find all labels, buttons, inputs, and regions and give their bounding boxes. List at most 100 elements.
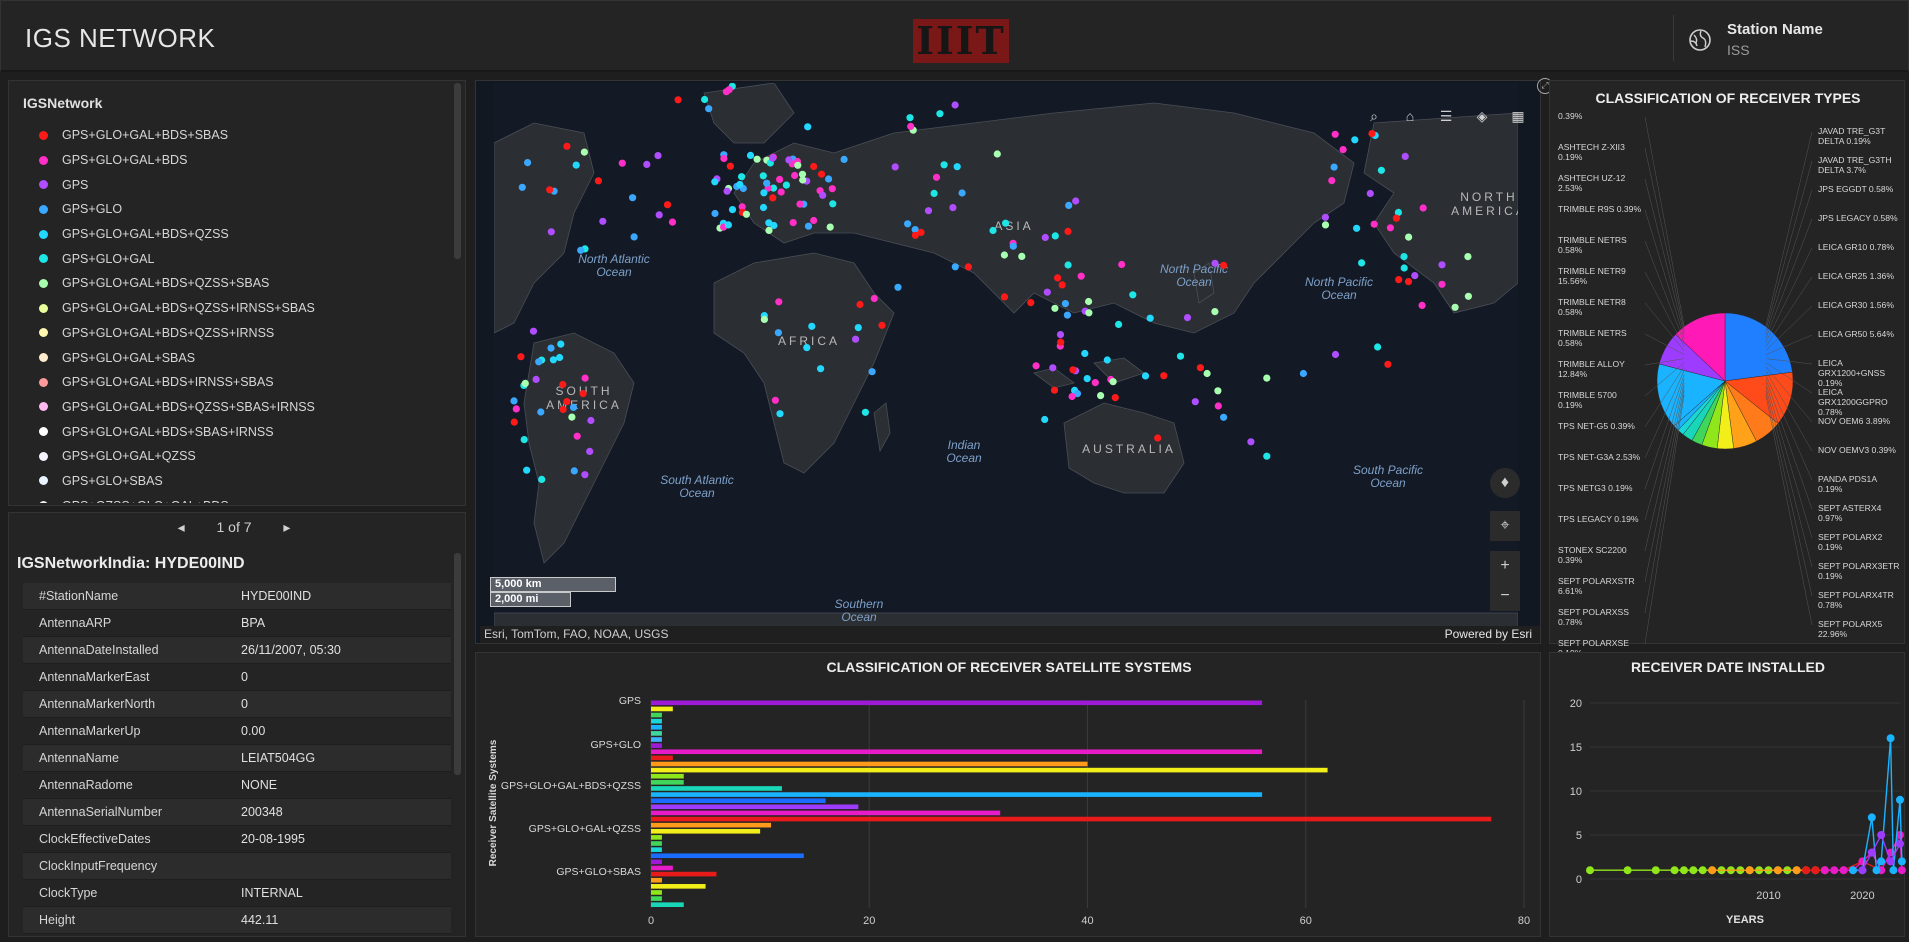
- bar[interactable]: [651, 804, 859, 810]
- station-marker[interactable]: [1384, 360, 1392, 368]
- station-marker[interactable]: [776, 175, 784, 183]
- data-point[interactable]: [1708, 866, 1717, 875]
- station-marker[interactable]: [763, 179, 771, 187]
- world-map[interactable]: North Atlantic Ocean North Pacific Ocean N…: [494, 83, 1518, 628]
- bar[interactable]: [651, 810, 1001, 816]
- station-marker[interactable]: [579, 390, 587, 398]
- legend-item[interactable]: GPS+GLO+GAL+BDS+QZSS: [39, 222, 439, 247]
- data-point[interactable]: [1811, 866, 1820, 875]
- station-marker[interactable]: [1401, 152, 1409, 160]
- station-marker[interactable]: [808, 322, 816, 330]
- station-marker[interactable]: [804, 123, 812, 131]
- station-marker[interactable]: [1339, 146, 1347, 154]
- station-marker[interactable]: [1027, 299, 1035, 307]
- data-point[interactable]: [1867, 813, 1876, 822]
- data-point[interactable]: [1802, 866, 1811, 875]
- station-marker[interactable]: [1464, 292, 1472, 300]
- station-marker[interactable]: [1214, 387, 1222, 395]
- legend-item[interactable]: GPS+GLO+GAL+BDS+SBAS+IRNSS: [39, 419, 439, 444]
- station-marker[interactable]: [799, 176, 807, 184]
- station-marker[interactable]: [1043, 288, 1051, 296]
- station-marker[interactable]: [546, 186, 554, 194]
- legend-item[interactable]: GPS+GLO+GAL: [39, 246, 439, 271]
- station-marker[interactable]: [1069, 366, 1077, 374]
- station-marker[interactable]: [1211, 259, 1219, 267]
- station-marker[interactable]: [705, 105, 713, 113]
- bar[interactable]: [651, 816, 1492, 822]
- station-marker[interactable]: [1129, 291, 1137, 299]
- station-marker[interactable]: [517, 353, 525, 361]
- station-marker[interactable]: [520, 436, 528, 444]
- station-marker[interactable]: [1072, 197, 1080, 205]
- station-marker[interactable]: [911, 226, 919, 234]
- station-marker[interactable]: [1366, 189, 1374, 198]
- bar[interactable]: [651, 847, 662, 852]
- station-marker[interactable]: [917, 228, 925, 236]
- station-marker[interactable]: [1368, 130, 1376, 138]
- station-marker[interactable]: [791, 171, 799, 180]
- station-marker[interactable]: [521, 379, 529, 387]
- station-marker[interactable]: [1091, 379, 1099, 387]
- station-marker[interactable]: [1299, 369, 1307, 378]
- data-point[interactable]: [1867, 848, 1876, 857]
- station-marker[interactable]: [618, 159, 626, 167]
- station-marker[interactable]: [1063, 311, 1071, 319]
- station-marker[interactable]: [1263, 452, 1271, 460]
- station-marker[interactable]: [1051, 304, 1059, 312]
- station-marker[interactable]: [1041, 233, 1049, 242]
- station-marker[interactable]: [1000, 251, 1008, 259]
- station-marker[interactable]: [742, 210, 750, 218]
- legend-item[interactable]: GPS+GLO+GAL+BDS+QZSS+IRNSS+SBAS: [39, 296, 439, 321]
- bar[interactable]: [651, 884, 706, 889]
- station-marker[interactable]: [1097, 392, 1105, 400]
- station-marker[interactable]: [1111, 394, 1119, 402]
- station-marker[interactable]: [720, 154, 728, 163]
- station-marker[interactable]: [1214, 402, 1222, 410]
- station-marker[interactable]: [796, 200, 804, 208]
- station-marker[interactable]: [1058, 281, 1066, 289]
- station-marker[interactable]: [868, 368, 876, 376]
- station-marker[interactable]: [1328, 177, 1336, 185]
- station-marker[interactable]: [1351, 136, 1359, 144]
- station-marker[interactable]: [724, 221, 732, 229]
- bar[interactable]: [651, 828, 761, 834]
- station-marker[interactable]: [949, 204, 957, 212]
- station-marker[interactable]: [1115, 320, 1123, 328]
- station-marker[interactable]: [587, 416, 595, 425]
- bar[interactable]: [651, 792, 1263, 797]
- station-marker[interactable]: [785, 156, 793, 164]
- station-marker[interactable]: [870, 294, 878, 303]
- station-marker[interactable]: [840, 155, 848, 163]
- station-marker[interactable]: [569, 403, 578, 411]
- station-marker[interactable]: [1049, 364, 1057, 372]
- map-view[interactable]: North Atlantic Ocean North Pacific Ocean N…: [475, 80, 1541, 644]
- legend-item[interactable]: GPS+GLO+GAL+BDS+IRNSS+SBAS: [39, 370, 439, 395]
- station-marker[interactable]: [798, 170, 807, 178]
- bar-chart[interactable]: 0 20 40 60 80 GPS GPS+GLO GPS+GLO+GAL+BDS+QZSS G…: [476, 653, 1542, 938]
- station-marker[interactable]: [1370, 220, 1378, 228]
- station-marker[interactable]: [524, 159, 532, 167]
- legend-scrollbar[interactable]: [454, 83, 461, 259]
- station-marker[interactable]: [989, 226, 997, 235]
- station-marker[interactable]: [1081, 349, 1089, 358]
- bar[interactable]: [651, 890, 662, 895]
- station-marker[interactable]: [570, 467, 578, 475]
- station-marker[interactable]: [1392, 214, 1400, 222]
- station-marker[interactable]: [1394, 208, 1402, 216]
- station-marker[interactable]: [549, 356, 557, 364]
- bar[interactable]: [651, 749, 1263, 755]
- data-point[interactable]: [1820, 866, 1829, 875]
- bar[interactable]: [651, 755, 673, 761]
- station-marker[interactable]: [769, 154, 777, 162]
- data-point[interactable]: [1745, 866, 1754, 875]
- station-marker[interactable]: [599, 217, 607, 225]
- station-marker[interactable]: [1002, 219, 1010, 227]
- station-marker[interactable]: [819, 191, 827, 199]
- qr-icon[interactable]: ▦: [1511, 107, 1525, 124]
- station-marker[interactable]: [728, 206, 737, 214]
- data-point[interactable]: [1889, 866, 1898, 875]
- station-marker[interactable]: [1146, 314, 1154, 322]
- legend-item[interactable]: GPS+GLO: [39, 197, 439, 222]
- data-point[interactable]: [1670, 866, 1679, 875]
- station-marker[interactable]: [746, 151, 755, 159]
